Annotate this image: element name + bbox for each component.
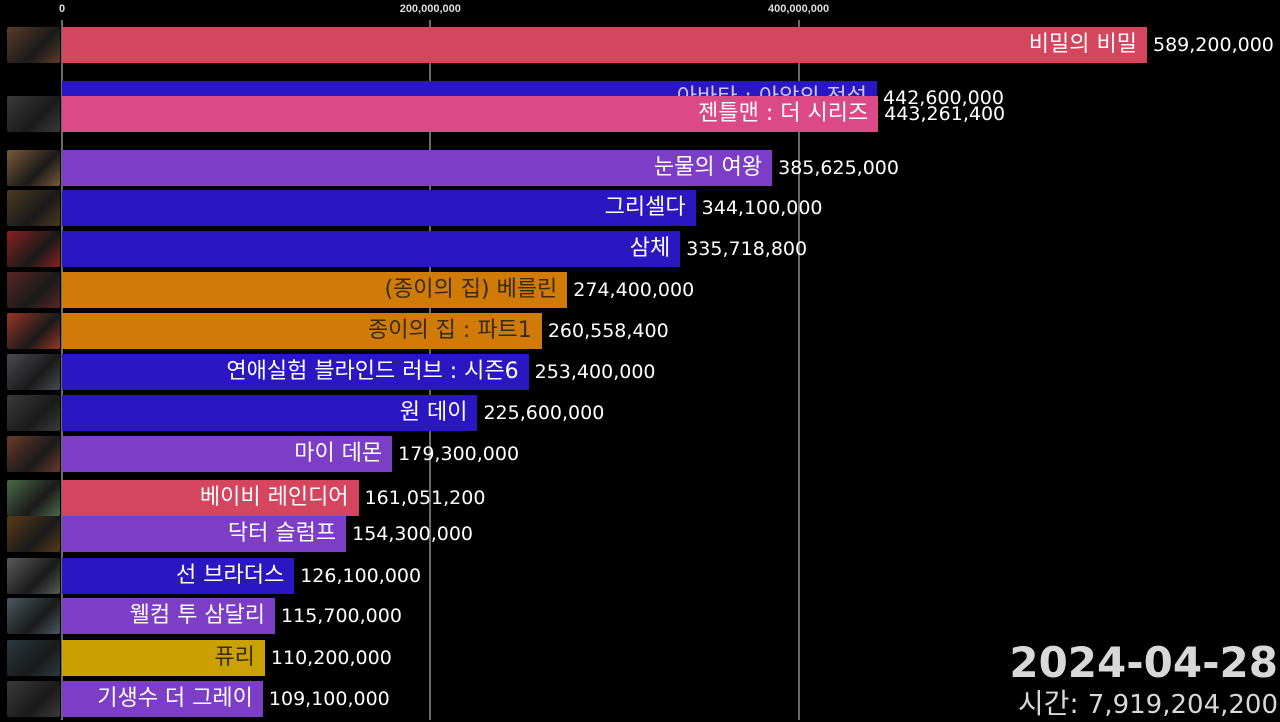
bar-label: 비밀의 비밀 bbox=[1028, 32, 1137, 57]
bar-value: 109,100,000 bbox=[268, 687, 390, 710]
bar-label: 눈물의 여왕 bbox=[653, 155, 763, 180]
x-tick-label: 0 bbox=[58, 3, 66, 15]
poster-thumbnail bbox=[7, 395, 60, 431]
bar-value: 344,100,000 bbox=[701, 196, 823, 219]
bar bbox=[62, 558, 295, 594]
poster-thumbnail bbox=[7, 231, 60, 267]
bar-value: 115,700,000 bbox=[281, 604, 402, 627]
poster-thumbnail bbox=[7, 558, 60, 594]
bar-label: 웰컴 투 삼달리 bbox=[129, 603, 266, 628]
bar-label: 베이비 레인디어 bbox=[199, 485, 349, 510]
x-tick-label: 200,000,000 bbox=[399, 3, 461, 15]
x-tick-label: 400,000,000 bbox=[767, 3, 830, 15]
poster-thumbnail bbox=[7, 313, 60, 349]
bar-label: 그리셀다 bbox=[604, 195, 686, 220]
bar bbox=[62, 436, 393, 472]
bar-value: 443,261,400 bbox=[884, 102, 1006, 125]
bar-value: 161,051,200 bbox=[364, 486, 486, 509]
bar-label: 원 데이 bbox=[399, 400, 468, 425]
bar-value: 260,558,400 bbox=[547, 319, 669, 342]
poster-thumbnail bbox=[7, 480, 60, 516]
poster-thumbnail bbox=[7, 272, 60, 308]
bar-label: 닥터 슬럼프 bbox=[227, 521, 337, 546]
bar-value: 110,200,000 bbox=[270, 646, 392, 669]
bar-label: 젠틀맨 : 더 시리즈 bbox=[698, 101, 869, 126]
bar-value: 335,718,800 bbox=[686, 237, 808, 260]
bar bbox=[62, 480, 359, 516]
date-label: 2024-04-28 bbox=[1009, 638, 1278, 687]
bar-value: 253,400,000 bbox=[534, 360, 656, 383]
bar-label: 마이 데몬 bbox=[294, 441, 383, 466]
bar bbox=[62, 681, 263, 717]
x-gridline bbox=[797, 20, 800, 720]
bar-value: 126,100,000 bbox=[300, 564, 422, 587]
bar bbox=[62, 354, 529, 390]
total-readout: 시간: 7,919,204,200 bbox=[1018, 682, 1278, 722]
bar bbox=[62, 231, 681, 267]
bar-value: 589,200,000 bbox=[1153, 33, 1274, 56]
bar-label: 기생수 더 그레이 bbox=[97, 686, 253, 711]
poster-thumbnail bbox=[7, 354, 60, 390]
bar bbox=[62, 96, 879, 132]
poster-thumbnail bbox=[7, 27, 60, 63]
poster-thumbnail bbox=[7, 640, 60, 676]
bar-label: (종이의 집) 베를린 bbox=[384, 277, 558, 302]
bar bbox=[62, 313, 542, 349]
poster-thumbnail bbox=[7, 681, 60, 717]
bar-label: 연애실험 블라인드 러브 : 시즌6 bbox=[226, 359, 519, 384]
bar-value: 385,625,000 bbox=[778, 156, 899, 179]
bar-value: 179,300,000 bbox=[398, 442, 520, 465]
total-value: 7,919,204,200 bbox=[1087, 690, 1278, 720]
bar-label: 퓨리 bbox=[214, 645, 255, 670]
bar bbox=[62, 150, 773, 186]
bar bbox=[62, 27, 1147, 63]
bar-value: 442,600,000 bbox=[883, 86, 1004, 109]
bar bbox=[62, 516, 347, 552]
bar-label: 삼체 bbox=[629, 236, 671, 261]
bar bbox=[62, 395, 478, 431]
poster-thumbnail bbox=[7, 598, 60, 634]
poster-thumbnail bbox=[7, 150, 60, 186]
bar-label: 선 브라더스 bbox=[176, 563, 285, 588]
poster-thumbnail bbox=[7, 516, 60, 552]
bar bbox=[62, 640, 265, 676]
bar-label: 종이의 집 : 파트1 bbox=[367, 318, 532, 343]
poster-thumbnail bbox=[7, 96, 60, 132]
bar-value: 154,300,000 bbox=[352, 522, 473, 545]
bar bbox=[62, 190, 696, 226]
total-label: 시간: bbox=[1017, 687, 1079, 720]
poster-thumbnail bbox=[7, 190, 60, 226]
bar bbox=[62, 272, 568, 308]
bar-value: 225,600,000 bbox=[483, 401, 605, 424]
bar-value: 274,400,000 bbox=[573, 278, 695, 301]
poster-thumbnail bbox=[7, 436, 60, 472]
bar bbox=[62, 598, 276, 634]
